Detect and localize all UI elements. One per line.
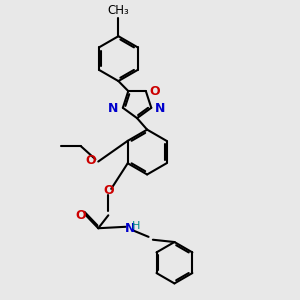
Text: N: N [125,222,135,235]
Text: O: O [85,154,96,166]
Text: N: N [155,102,165,115]
Text: O: O [76,209,86,222]
Text: O: O [103,184,114,197]
Text: H: H [132,221,140,231]
Text: O: O [149,85,160,98]
Text: N: N [108,102,118,115]
Text: CH₃: CH₃ [107,4,129,17]
